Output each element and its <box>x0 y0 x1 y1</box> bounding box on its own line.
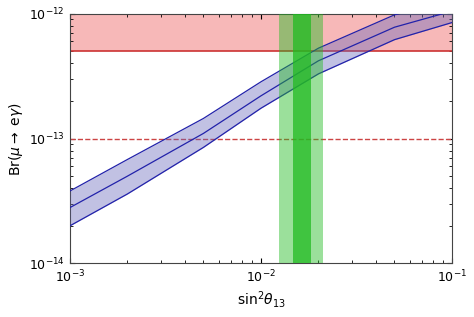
Bar <box>70 14 452 51</box>
Bar <box>280 14 322 263</box>
Y-axis label: Br($\mu \rightarrow$ e$\gamma$): Br($\mu \rightarrow$ e$\gamma$) <box>7 102 25 176</box>
Bar <box>293 14 310 263</box>
X-axis label: sin$^2\theta_{13}$: sin$^2\theta_{13}$ <box>237 289 285 310</box>
